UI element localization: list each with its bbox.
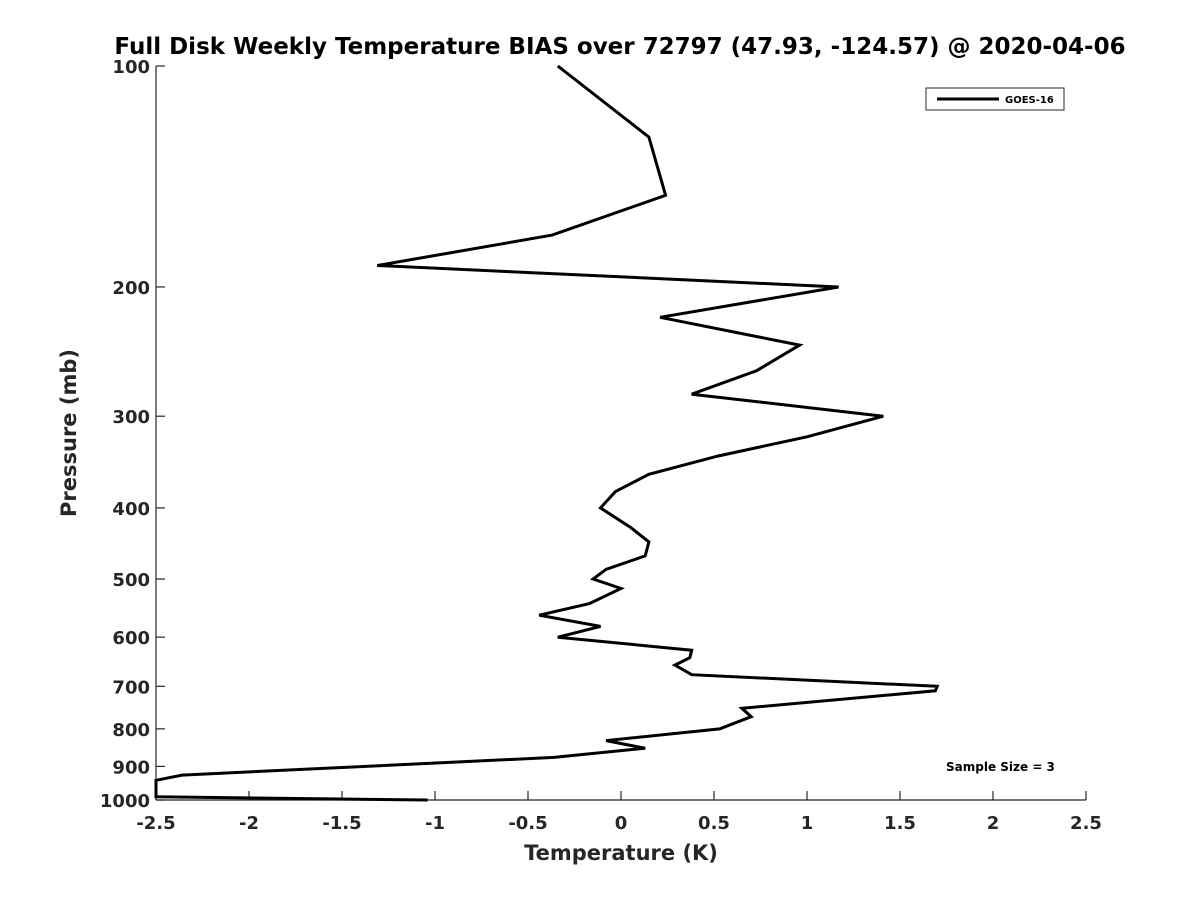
x-tick-label: 0.5 xyxy=(698,813,730,834)
x-axis-label: Temperature (K) xyxy=(524,841,718,865)
x-axis-ticks: -2.5 -2 -1.5 -1 -0.5 0 0.5 1 1.5 2 2.5 xyxy=(136,791,1102,834)
y-tick-label: 700 xyxy=(112,677,150,698)
y-tick-label: 900 xyxy=(112,757,150,778)
y-tick-label: 600 xyxy=(112,628,150,649)
x-tick-label: -2 xyxy=(239,813,259,834)
y-tick-label: 400 xyxy=(112,499,150,520)
y-tick-label: 800 xyxy=(112,720,150,741)
y-axis-label: Pressure (mb) xyxy=(57,349,81,517)
x-tick-label: -0.5 xyxy=(508,813,547,834)
series-line-goes-16 xyxy=(154,64,940,802)
x-tick-label: 1 xyxy=(801,813,814,834)
x-tick-label: 2 xyxy=(987,813,1000,834)
chart-title: Full Disk Weekly Temperature BIAS over 7… xyxy=(114,34,1125,60)
plot-area: -2.5 -2 -1.5 -1 -0.5 0 0.5 1 1.5 2 2.5 100 200 300 40… xyxy=(100,57,1102,834)
y-tick-label: 500 xyxy=(112,570,150,591)
y-tick-label: 1000 xyxy=(100,791,150,812)
y-axis-ticks: 100 200 300 400 500 600 700 800 900 1000 xyxy=(100,57,165,812)
y-tick-label: 100 xyxy=(112,57,150,78)
x-tick-label: 2.5 xyxy=(1070,813,1102,834)
x-tick-label: -1.5 xyxy=(322,813,361,834)
y-tick-label: 200 xyxy=(112,278,150,299)
x-tick-label: 1.5 xyxy=(884,813,916,834)
x-tick-label: -2.5 xyxy=(136,813,175,834)
sample-size-annotation: Sample Size = 3 xyxy=(946,760,1055,774)
x-tick-label: -1 xyxy=(425,813,445,834)
y-tick-label: 300 xyxy=(112,407,150,428)
legend: GOES-16 xyxy=(925,87,1065,111)
legend-entry-goes-16: GOES-16 xyxy=(1005,95,1054,106)
x-tick-label: 0 xyxy=(615,813,628,834)
